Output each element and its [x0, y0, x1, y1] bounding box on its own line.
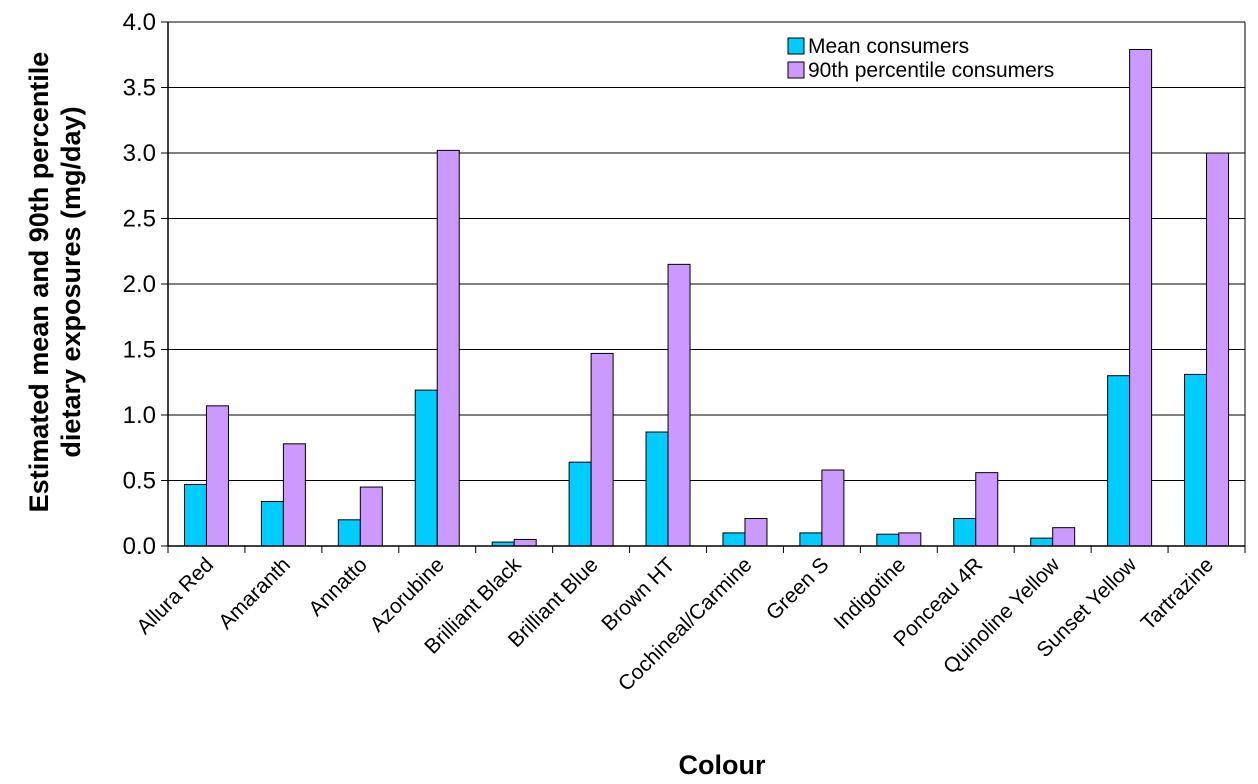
x-category-label: Indigotine — [830, 553, 911, 634]
bar-90th-green-s — [821, 469, 845, 547]
bar-90th-annatto — [359, 486, 383, 547]
x-axis-title: Colour — [679, 750, 766, 780]
legend-swatch-mean — [787, 37, 805, 55]
bar-mean-annatto — [337, 519, 361, 547]
bar-90th-allura-red — [205, 405, 229, 547]
legend-label-90th: 90th percentile consumers — [808, 59, 1054, 82]
bar-mean-cochineal-carmine — [722, 532, 746, 547]
y-tick-label: 2.0 — [123, 271, 156, 298]
bar-90th-brown-ht — [667, 263, 691, 547]
bar-mean-brilliant-blue — [568, 461, 592, 547]
bar-90th-indigotine — [898, 532, 922, 547]
axes — [167, 22, 1246, 553]
x-category-label: Allura Red — [132, 553, 218, 639]
y-tick-label: 0.0 — [123, 533, 156, 560]
y-tick-label: 1.5 — [123, 337, 156, 364]
bar-mean-tartrazine — [1184, 373, 1208, 547]
bar-mean-quinoline-yellow — [1030, 537, 1054, 547]
legend-swatch-90th — [787, 61, 805, 79]
bar-mean-azorubine — [414, 389, 438, 547]
bar-mean-allura-red — [183, 483, 207, 547]
y-tick-label: 1.0 — [123, 402, 156, 429]
x-category-label: Cochineal/Carmine — [614, 553, 757, 696]
bar-90th-azorubine — [436, 149, 460, 547]
y-axis-ticks: 0.0 0.5 1.0 1.5 2.0 2.5 3.0 3.5 4.0 — [123, 9, 168, 560]
bar-mean-amaranth — [260, 500, 284, 547]
bar-mean-ponceau-4r — [953, 517, 977, 547]
bar-90th-ponceau-4r — [975, 472, 999, 547]
bar-90th-amaranth — [282, 443, 306, 547]
bar-90th-quinoline-yellow — [1052, 527, 1076, 547]
y-tick-label: 2.5 — [123, 206, 156, 233]
gridlines — [168, 21, 1245, 481]
bar-90th-sunset-yellow — [1129, 49, 1153, 547]
bars — [183, 49, 1230, 547]
bar-mean-indigotine — [876, 533, 900, 547]
x-category-label: Amaranth — [214, 553, 295, 634]
y-tick-label: 0.5 — [123, 468, 156, 495]
bar-mean-brown-ht — [645, 431, 669, 547]
x-category-label: Azorubine — [366, 553, 449, 636]
y-tick-label: 4.0 — [123, 9, 156, 36]
x-category-label: Green S — [762, 553, 834, 625]
y-tick-label: 3.0 — [123, 140, 156, 167]
x-category-label: Tartrazine — [1137, 553, 1218, 634]
bar-90th-tartrazine — [1206, 152, 1230, 547]
y-axis-title-line-2: dietary exposures (mg/day) — [56, 106, 86, 457]
x-category-label: Annatto — [304, 553, 371, 620]
legend-label-mean: Mean consumers — [808, 35, 969, 58]
bar-90th-brilliant-blue — [590, 352, 614, 547]
legend: Mean consumers 90th percentile consumers — [787, 35, 1054, 82]
y-tick-label: 3.5 — [123, 75, 156, 102]
bar-90th-brilliant-black — [513, 538, 537, 547]
x-category-label: Brown HT — [597, 553, 679, 635]
bar-90th-cochineal-carmine — [744, 517, 768, 547]
y-axis-title-line-1: Estimated mean and 90th percentile — [24, 52, 54, 513]
bar-mean-green-s — [799, 532, 823, 547]
bar-mean-sunset-yellow — [1107, 375, 1131, 547]
